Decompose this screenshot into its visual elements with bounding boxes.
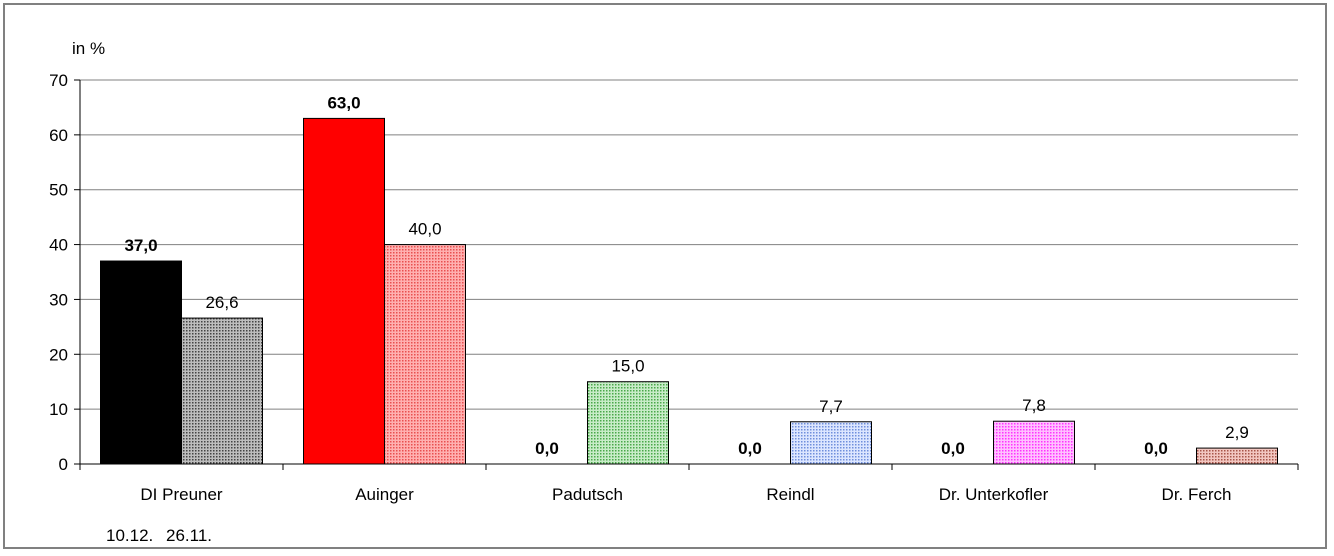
x-tick-label: Dr. Ferch bbox=[1162, 485, 1232, 504]
data-label: 0,0 bbox=[941, 439, 965, 458]
y-tick-label: 40 bbox=[49, 236, 68, 255]
bar-series2 bbox=[384, 244, 466, 465]
x-tick-label: Auinger bbox=[355, 485, 414, 504]
y-tick-label: 50 bbox=[49, 181, 68, 200]
bar-series2 bbox=[790, 421, 872, 465]
bar-series2 bbox=[587, 381, 669, 465]
x-tick-label: Dr. Unterkofler bbox=[939, 485, 1049, 504]
data-label: 2,9 bbox=[1225, 423, 1249, 442]
bars bbox=[100, 117, 1278, 465]
bar-series2 bbox=[993, 420, 1075, 465]
data-label: 40,0 bbox=[408, 220, 441, 239]
data-label: 0,0 bbox=[738, 439, 762, 458]
bar-series1 bbox=[100, 260, 182, 465]
bar-series2 bbox=[181, 317, 263, 465]
legend-series2: 26.11. bbox=[166, 526, 212, 545]
y-tick-label: 30 bbox=[49, 290, 68, 309]
data-label: 37,0 bbox=[124, 236, 157, 255]
data-label: 7,8 bbox=[1022, 396, 1046, 415]
labels: 37,0 26,6 DI Preuner 63,0 40,0 Auinger 0,0 15,0… bbox=[49, 39, 1249, 545]
bar-series2 bbox=[1196, 447, 1278, 465]
y-tick-label: 70 bbox=[49, 71, 68, 90]
data-label: 26,6 bbox=[205, 293, 238, 312]
y-tick-label: 20 bbox=[49, 345, 68, 364]
x-tick-label: DI Preuner bbox=[140, 485, 223, 504]
data-label: 0,0 bbox=[535, 439, 559, 458]
x-tick-label: Reindl bbox=[766, 485, 814, 504]
axes bbox=[74, 79, 1299, 470]
x-tick-label: Padutsch bbox=[552, 485, 623, 504]
data-label: 0,0 bbox=[1144, 439, 1168, 458]
y-tick-label: 0 bbox=[59, 455, 68, 474]
gridlines bbox=[80, 79, 1298, 410]
y-tick-label: 60 bbox=[49, 126, 68, 145]
legend-series1: 10.12. bbox=[106, 526, 153, 545]
data-label: 7,7 bbox=[819, 397, 843, 416]
data-label: 15,0 bbox=[611, 357, 644, 376]
y-tick-label: 10 bbox=[49, 400, 68, 419]
bar-series1 bbox=[303, 117, 385, 465]
data-label: 63,0 bbox=[327, 93, 360, 112]
y-axis-label: in % bbox=[72, 39, 105, 58]
